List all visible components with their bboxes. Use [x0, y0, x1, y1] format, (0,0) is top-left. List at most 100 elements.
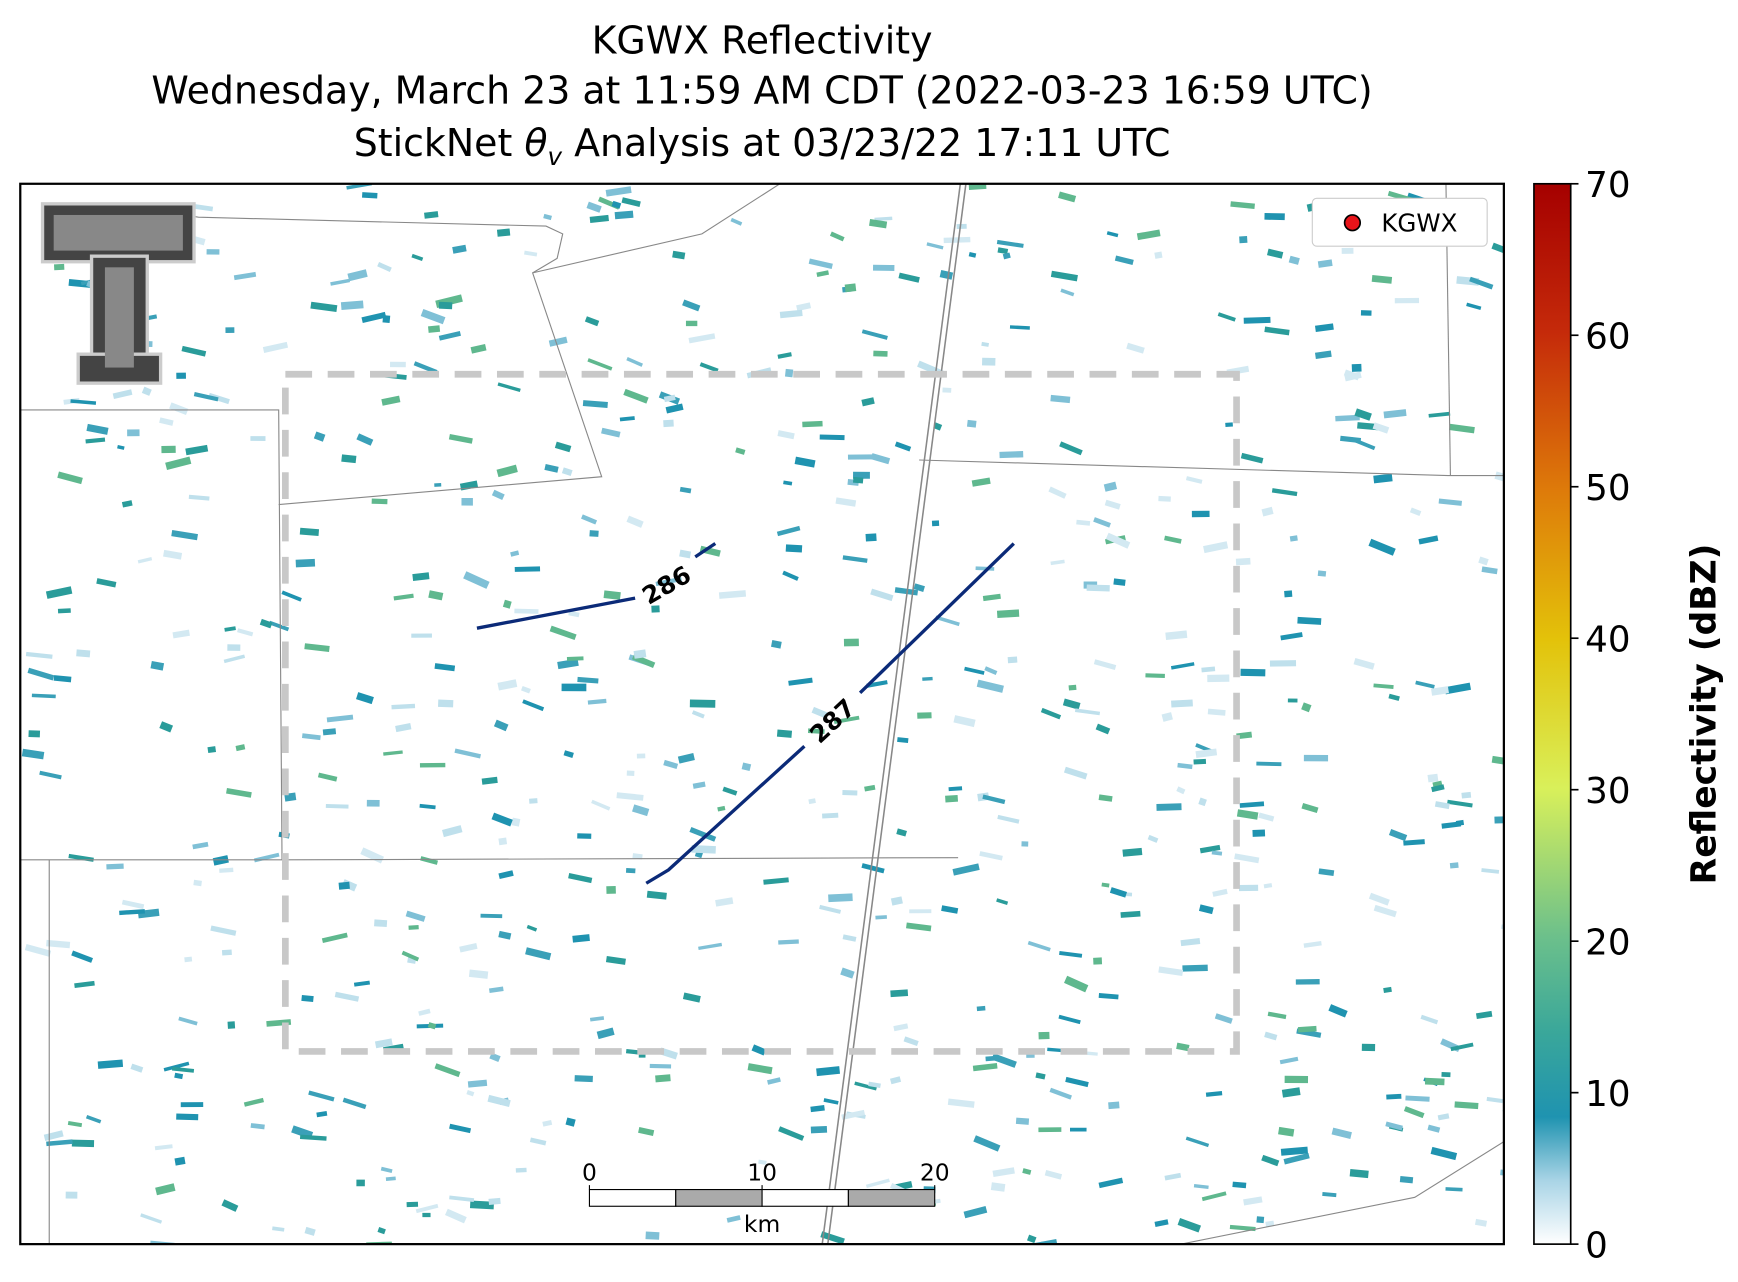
echo — [1264, 212, 1285, 221]
echo — [922, 676, 933, 681]
echo — [1373, 473, 1393, 484]
legend-marker — [1343, 214, 1362, 232]
title-text: Analysis at 03/23/22 17:11 UTC — [574, 121, 1170, 165]
county-line — [20, 409, 283, 861]
echo — [174, 1156, 186, 1166]
echo — [514, 608, 539, 614]
echo — [816, 270, 829, 278]
echo — [820, 1231, 845, 1245]
echo — [778, 1126, 805, 1141]
echo — [1353, 657, 1375, 670]
echo — [1373, 683, 1394, 689]
echo — [854, 1081, 877, 1091]
echo — [549, 625, 577, 641]
echo — [338, 881, 350, 890]
echo — [976, 679, 1004, 693]
scale-segment — [847, 1188, 936, 1207]
echo — [71, 1139, 95, 1148]
echo — [377, 1227, 386, 1235]
echo — [1491, 242, 1504, 257]
echo — [943, 236, 971, 244]
echo — [1038, 1127, 1062, 1133]
echo — [356, 1179, 365, 1187]
echo — [295, 558, 316, 568]
echo — [909, 909, 932, 914]
echo — [1252, 829, 1266, 837]
echo — [340, 300, 364, 310]
echo — [810, 1125, 828, 1134]
echo — [626, 770, 635, 776]
echo — [866, 680, 888, 688]
echo — [685, 320, 698, 327]
echo — [997, 814, 1020, 824]
echo — [1214, 1013, 1233, 1024]
echo — [1466, 302, 1482, 310]
echo — [1114, 255, 1134, 265]
contour-line — [858, 542, 1015, 694]
echo — [1427, 1124, 1441, 1133]
echo — [589, 530, 599, 537]
echo — [356, 692, 374, 705]
echo — [779, 309, 803, 319]
echo — [380, 1166, 393, 1174]
echo — [981, 341, 990, 347]
echo — [221, 1199, 239, 1212]
echo — [1229, 1224, 1256, 1232]
echo — [1236, 731, 1253, 740]
echo — [515, 1167, 527, 1173]
echo — [1086, 584, 1110, 592]
echo — [777, 352, 792, 359]
echo — [356, 433, 374, 446]
echo — [449, 1123, 472, 1134]
echo — [1103, 481, 1118, 492]
echo — [1371, 274, 1393, 284]
echo — [996, 609, 1020, 619]
echo — [1212, 888, 1228, 897]
echo — [606, 885, 616, 894]
echo — [117, 445, 125, 450]
echo — [361, 311, 387, 324]
map-frame — [19, 182, 1505, 1246]
echo — [632, 804, 650, 817]
echo — [913, 583, 925, 592]
echo — [46, 1139, 73, 1147]
echo — [1203, 541, 1229, 554]
echo — [735, 447, 746, 455]
echo — [861, 397, 875, 407]
echo — [322, 728, 337, 736]
echo — [586, 201, 602, 213]
echo — [982, 593, 1001, 602]
echo — [823, 1098, 839, 1105]
echo — [301, 994, 314, 1003]
echo — [1232, 1181, 1247, 1189]
echo — [304, 1226, 316, 1236]
echo — [1048, 486, 1067, 499]
echo — [1297, 1025, 1317, 1033]
contour-line — [694, 542, 717, 559]
echo — [227, 644, 241, 651]
echo — [155, 1183, 176, 1196]
echo — [842, 790, 858, 796]
echo — [1093, 659, 1117, 671]
echo — [835, 497, 857, 507]
echo — [1431, 784, 1445, 793]
echo — [325, 803, 349, 809]
echo — [488, 986, 504, 994]
echo — [1385, 1121, 1403, 1131]
echo — [619, 416, 635, 422]
echo — [1230, 201, 1255, 209]
echo — [493, 719, 509, 732]
echo — [767, 1077, 781, 1085]
echo — [942, 387, 952, 393]
echo — [996, 239, 1024, 248]
echo — [655, 576, 682, 587]
echo — [28, 730, 41, 738]
echo — [496, 464, 518, 478]
scale-tick-label: 10 — [747, 1159, 777, 1187]
echo — [1280, 1146, 1308, 1156]
echo — [741, 762, 752, 772]
echo — [1093, 957, 1103, 965]
title-line: Wednesday, March 23 at 11:59 AM CDT (202… — [151, 69, 1372, 113]
echo — [605, 186, 632, 197]
echo — [1050, 270, 1078, 282]
